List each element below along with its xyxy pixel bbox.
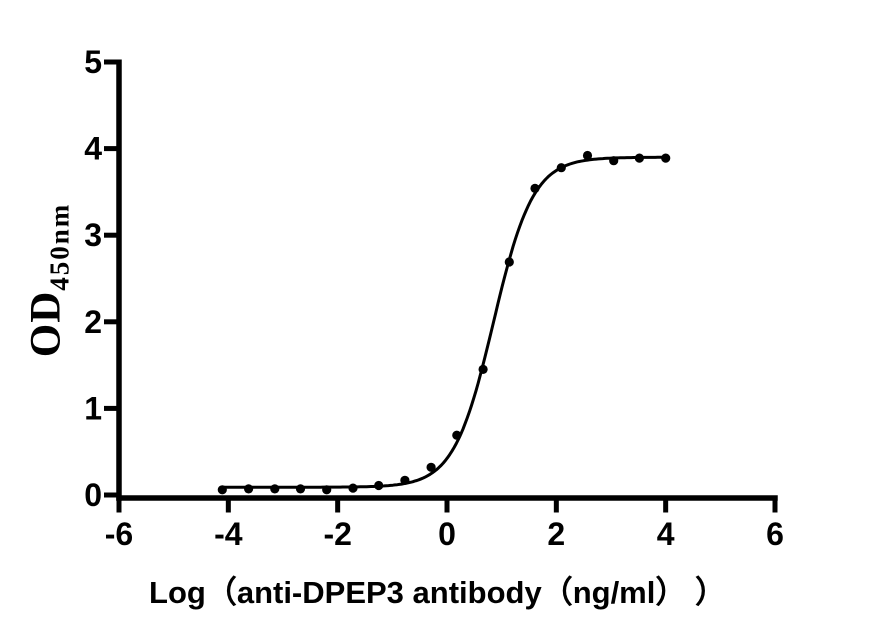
- y-tick-label: 5: [84, 44, 102, 80]
- data-point: [374, 480, 384, 491]
- data-point: [217, 485, 227, 495]
- y-tick-label: 4: [84, 131, 102, 167]
- data-point: [452, 430, 462, 440]
- y-tick-label: 0: [84, 477, 102, 513]
- data-point: [270, 484, 280, 494]
- data-point: [348, 483, 358, 493]
- data-point: [530, 183, 540, 193]
- x-tick-label: 0: [438, 516, 456, 552]
- data-point: [504, 257, 514, 267]
- x-axis-label: Log（anti-DPEP3 antibody（ng/ml） ）: [149, 575, 726, 610]
- y-axis-label-main: OD: [22, 290, 70, 358]
- data-point: [295, 484, 306, 494]
- y-tick-label: 1: [84, 390, 102, 426]
- data-point: [634, 153, 645, 163]
- data-point: [322, 485, 332, 495]
- x-tick-label: 6: [766, 516, 784, 552]
- data-point: [609, 156, 619, 166]
- data-point: [244, 484, 254, 494]
- x-tick-label: -6: [105, 516, 133, 552]
- x-tick-label: -4: [214, 516, 243, 552]
- y-tick-label: 2: [84, 304, 102, 340]
- data-point: [661, 153, 671, 163]
- data-point: [478, 364, 488, 374]
- data-point: [556, 163, 566, 173]
- fit-curve: [220, 155, 668, 489]
- x-tick-label: -2: [323, 516, 351, 552]
- x-tick-label: 4: [657, 516, 675, 552]
- y-tick-label: 3: [84, 217, 102, 253]
- y-axis-label: OD450nm: [22, 203, 75, 358]
- x-tick-label: 2: [547, 516, 565, 552]
- data-point: [426, 462, 436, 472]
- y-axis-label-subscript: 450nm: [44, 202, 75, 291]
- data-point: [582, 150, 593, 161]
- data-point: [400, 475, 410, 485]
